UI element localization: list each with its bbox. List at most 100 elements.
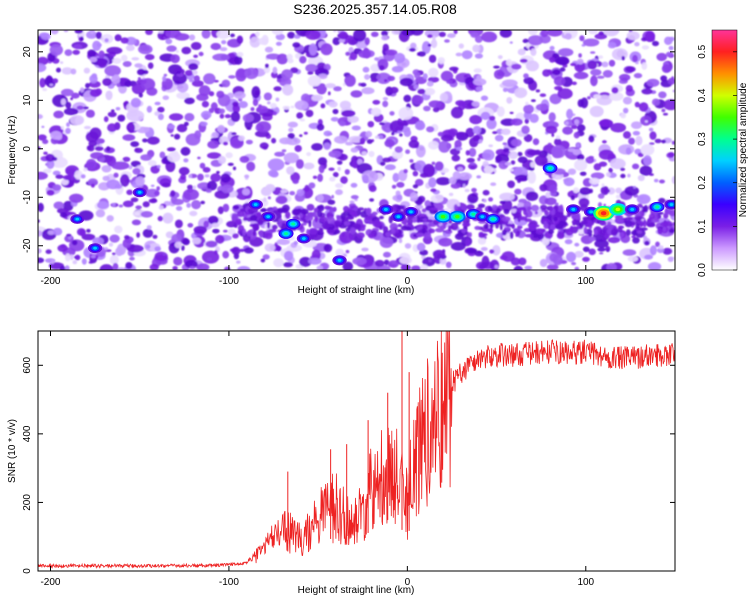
spectral-blob xyxy=(553,217,558,222)
spectral-blob xyxy=(506,97,513,104)
spectral-blob xyxy=(134,212,140,216)
spectral-blob xyxy=(351,228,357,233)
spectral-blob xyxy=(183,188,199,201)
spectral-blob xyxy=(193,54,199,58)
spectral-blob xyxy=(356,232,365,239)
spectral-blob xyxy=(112,252,116,256)
spectral-blob xyxy=(548,229,554,235)
spectral-blob xyxy=(671,140,675,145)
spectral-blob xyxy=(51,156,58,161)
spectral-blob xyxy=(391,66,404,73)
spectral-blob xyxy=(50,130,63,140)
spectral-blob xyxy=(565,251,577,263)
spectral-blob xyxy=(632,237,640,244)
spectral-blob xyxy=(477,157,481,161)
spectral-blob xyxy=(439,92,449,103)
spectral-blob xyxy=(567,168,577,175)
spectral-blob xyxy=(190,42,202,50)
spectral-blob xyxy=(607,221,612,226)
spectral-blob xyxy=(311,249,321,261)
spectral-blob xyxy=(427,34,433,38)
spectral-blob xyxy=(345,51,351,56)
spectral-blob xyxy=(220,173,231,183)
spectral-blob xyxy=(644,120,649,123)
spectral-blob xyxy=(428,100,442,108)
spectral-blob xyxy=(180,174,187,181)
spectral-blob xyxy=(412,184,419,189)
spectral-blob xyxy=(236,210,245,217)
spectral-blob xyxy=(633,185,636,189)
spectral-blob xyxy=(540,30,549,38)
spectral-blob xyxy=(414,121,426,131)
spectral-blob xyxy=(608,92,624,101)
spectral-blob xyxy=(598,119,614,127)
spectral-blob xyxy=(593,229,598,236)
spectral-blob xyxy=(89,74,98,84)
spectral-blob xyxy=(590,69,602,76)
spectral-blob xyxy=(576,154,585,161)
spectral-blob xyxy=(630,221,637,226)
spectral-blob xyxy=(211,131,219,138)
spectral-blob xyxy=(283,250,294,261)
spectral-blob xyxy=(350,182,358,188)
spectral-blob xyxy=(107,123,117,133)
spectral-blob xyxy=(303,131,308,135)
spectral-blob xyxy=(306,228,310,236)
spectral-blob xyxy=(571,81,577,86)
spectral-blob xyxy=(76,105,84,110)
spectral-blob xyxy=(49,83,54,87)
spectral-blob xyxy=(535,89,541,93)
spectral-blob xyxy=(649,142,655,146)
spectral-blob xyxy=(579,35,585,42)
spectral-blob xyxy=(588,135,595,143)
spectral-blob xyxy=(467,193,479,204)
spectral-blob xyxy=(398,106,414,120)
spectral-blob xyxy=(318,164,325,174)
spectral-blob xyxy=(83,106,89,110)
spectral-blob xyxy=(644,30,655,43)
spectral-blob xyxy=(640,144,655,156)
x-tick-label: -200 xyxy=(40,276,60,287)
hotspot xyxy=(278,228,294,239)
spectral-blob xyxy=(176,124,188,133)
spectral-blob xyxy=(90,152,104,160)
spectral-blob xyxy=(428,228,436,234)
spectral-blob xyxy=(296,112,304,119)
spectral-blob xyxy=(382,43,389,53)
hotspot xyxy=(391,211,406,222)
spectral-blob xyxy=(142,228,154,238)
spectral-blob xyxy=(202,167,211,173)
spectral-blob xyxy=(293,34,301,39)
spectral-blob xyxy=(414,178,424,187)
spectral-blob xyxy=(173,256,183,266)
spectral-blob xyxy=(70,68,77,75)
spectral-blob xyxy=(492,131,498,135)
spectral-blob xyxy=(184,260,198,269)
spectral-blob xyxy=(189,266,196,270)
spectral-blob xyxy=(399,256,412,265)
spectral-blob xyxy=(420,264,429,270)
spectral-blob xyxy=(65,101,72,109)
spectral-blob xyxy=(184,97,195,105)
spectral-blob xyxy=(74,170,83,180)
spectral-blob xyxy=(527,206,532,211)
spectral-blob xyxy=(79,229,86,237)
spectral-blob xyxy=(131,57,140,61)
spectral-blob xyxy=(246,127,252,130)
spectral-blob xyxy=(598,161,608,167)
spectral-blob xyxy=(523,73,529,79)
spectral-blob xyxy=(625,66,636,73)
spectral-blob xyxy=(55,174,64,179)
spectral-blob xyxy=(71,92,80,99)
spectral-blob xyxy=(607,153,616,160)
spectral-blob xyxy=(86,228,91,233)
spectral-blob xyxy=(468,147,477,157)
spectral-blob xyxy=(324,205,331,210)
spectral-blob xyxy=(45,249,52,254)
hotspot-core xyxy=(655,205,660,209)
spectrogram-frame xyxy=(37,29,676,271)
spectral-blob xyxy=(271,224,278,230)
spectral-blob xyxy=(294,145,302,152)
spectral-blob xyxy=(264,243,276,252)
spectral-blob xyxy=(405,149,411,154)
